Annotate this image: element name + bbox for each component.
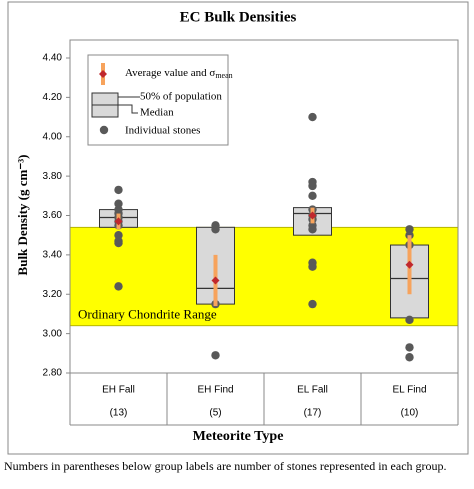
y-tick-label: 3.40 — [43, 250, 63, 261]
stone-point — [308, 112, 317, 122]
x-tick-label: EL Fall — [297, 385, 328, 396]
legend-label: 50% of population — [140, 91, 222, 103]
mean-marker — [211, 276, 220, 285]
stone-point — [114, 230, 123, 240]
legend-label: mean — [215, 71, 232, 80]
legend-label: Average value and σ — [125, 67, 215, 79]
count-label: (13) — [110, 408, 128, 419]
stone-point — [211, 225, 220, 234]
legend-pointer — [118, 96, 140, 114]
legend-point — [99, 125, 109, 135]
stone-point — [308, 225, 317, 234]
stone-point — [114, 199, 123, 208]
stone-point — [114, 185, 123, 195]
legend-label: Median — [140, 107, 174, 119]
x-axis-title: Meteorite Type — [193, 429, 284, 444]
y-tick-label: 3.00 — [43, 328, 63, 339]
legend-mean — [99, 70, 107, 78]
stone-point — [114, 238, 123, 248]
page: {"chart_data": { "type": "box", "title":… — [4, 1, 469, 473]
stone-point — [308, 262, 317, 271]
count-label: (17) — [304, 408, 322, 419]
mean-marker — [308, 211, 317, 220]
y-axis-title: Bulk Density (g cm⁻³) — [15, 155, 30, 276]
stone-point — [211, 351, 220, 360]
y-tick-label: 3.60 — [43, 210, 63, 221]
y-tick-label: 4.20 — [43, 92, 63, 103]
stone-point — [405, 343, 414, 352]
chart: EC Bulk Densities Meteorite Type Bulk De… — [7, 1, 469, 455]
stone-point — [308, 181, 317, 191]
x-tick-label: EL Find — [392, 385, 426, 396]
y-tick-label: 2.80 — [43, 368, 63, 379]
stone-point — [405, 353, 414, 362]
stone-point — [114, 282, 123, 291]
chart-title: EC Bulk Densities — [180, 9, 297, 25]
y-tick-label: 3.20 — [43, 289, 63, 300]
mean-marker — [405, 260, 414, 269]
legend-label: Average value and σmean — [125, 67, 233, 80]
mean-marker — [114, 217, 123, 226]
x-tick-label: EH Find — [197, 385, 233, 396]
y-tick-label: 3.80 — [43, 171, 63, 182]
caption: Numbers in parentheses below group label… — [4, 459, 447, 473]
band-label: Ordinary Chondrite Range — [78, 307, 217, 322]
count-label: (5) — [209, 408, 221, 419]
stone-point — [308, 191, 317, 201]
y-tick-label: 4.40 — [43, 53, 63, 64]
stone-point — [405, 315, 414, 325]
x-tick-label: EH Fall — [102, 385, 135, 396]
count-label: (10) — [401, 408, 419, 419]
stone-point — [308, 299, 317, 309]
y-tick-label: 4.00 — [43, 131, 63, 142]
stone-point — [405, 225, 414, 234]
legend-label: Individual stones — [125, 125, 200, 137]
